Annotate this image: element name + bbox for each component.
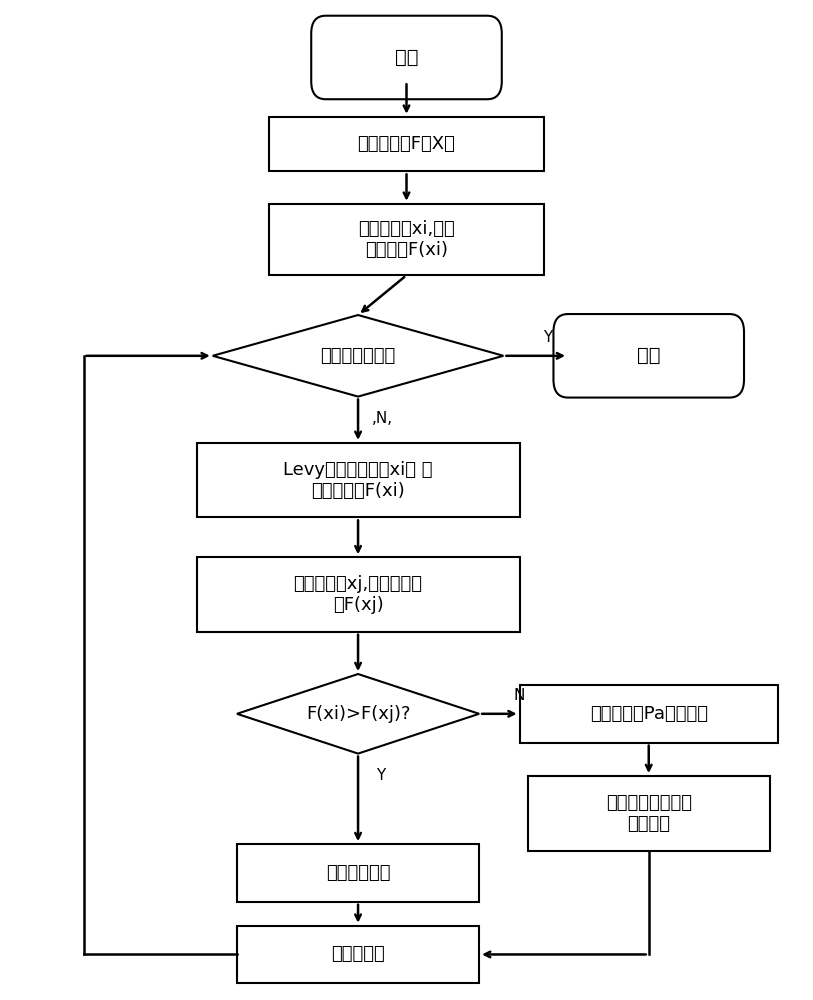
- FancyBboxPatch shape: [269, 117, 544, 171]
- Polygon shape: [237, 674, 479, 754]
- FancyBboxPatch shape: [520, 685, 778, 743]
- FancyBboxPatch shape: [554, 314, 744, 398]
- Text: Levy飞行产生新解xi， 计
算适应度值F(xi): Levy飞行产生新解xi， 计 算适应度值F(xi): [283, 461, 433, 500]
- Text: 是否满足条件？: 是否满足条件？: [320, 347, 396, 365]
- Text: ,N,: ,N,: [372, 411, 393, 426]
- Text: 随机选择解xj,计算适应度
值F(xj): 随机选择解xj,计算适应度 值F(xj): [293, 575, 423, 614]
- Text: 记录最优解: 记录最优解: [331, 945, 385, 963]
- Text: 初始化种群xi,计算
适应度值F(xi): 初始化种群xi,计算 适应度值F(xi): [358, 220, 455, 259]
- FancyBboxPatch shape: [237, 926, 479, 983]
- FancyBboxPatch shape: [311, 16, 502, 99]
- Text: 结束: 结束: [637, 346, 660, 365]
- Text: N: N: [514, 688, 525, 703]
- Text: 按发现概率Pa丢弃差解: 按发现概率Pa丢弃差解: [589, 705, 708, 723]
- FancyBboxPatch shape: [197, 443, 520, 517]
- Text: 适应度函数F（X）: 适应度函数F（X）: [358, 135, 455, 153]
- Polygon shape: [213, 315, 503, 397]
- FancyBboxPatch shape: [237, 844, 479, 902]
- Text: F(xi)>F(xj)?: F(xi)>F(xj)?: [306, 705, 411, 723]
- Text: 开始: 开始: [395, 48, 418, 67]
- Text: 新解替换旧解: 新解替换旧解: [326, 864, 390, 882]
- Text: 随机游动新解替换
丢弃的解: 随机游动新解替换 丢弃的解: [606, 794, 692, 833]
- FancyBboxPatch shape: [528, 776, 770, 851]
- Text: Y: Y: [543, 330, 552, 345]
- Text: Y: Y: [376, 768, 385, 783]
- FancyBboxPatch shape: [197, 557, 520, 632]
- FancyBboxPatch shape: [269, 204, 544, 275]
